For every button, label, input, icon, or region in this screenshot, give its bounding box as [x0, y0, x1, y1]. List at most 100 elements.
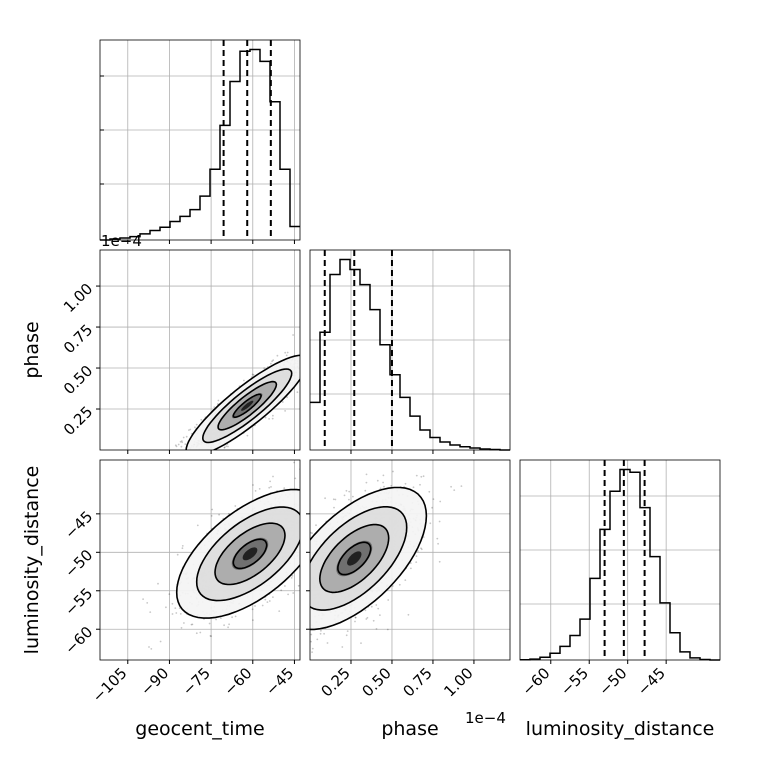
sample-point: [284, 587, 286, 589]
sample-point: [285, 619, 287, 621]
sample-point: [315, 524, 317, 527]
sample-point: [264, 598, 267, 601]
sample-point: [307, 557, 309, 559]
sample-point: [268, 625, 270, 627]
sample-point: [202, 452, 204, 454]
sample-point: [300, 508, 302, 510]
contour-line-0: [232, 393, 262, 418]
hist-panel-phase: [309, 249, 511, 451]
sample-point: [280, 589, 283, 592]
sample-point: [267, 641, 269, 643]
sample-point: [345, 634, 348, 637]
sample-point: [185, 435, 188, 438]
sample-point: [252, 374, 255, 376]
sample-point: [372, 619, 375, 622]
joint-content-geocent_time-phase: [160, 334, 337, 484]
sample-point: [146, 602, 149, 604]
sample-point: [319, 632, 322, 635]
sample-point: [252, 619, 254, 621]
sample-point: [288, 643, 290, 645]
histogram-luminosity_distance: [520, 468, 720, 661]
sample-point: [306, 595, 308, 597]
sample-point: [336, 499, 338, 501]
sample-point: [331, 503, 333, 505]
sample-point: [268, 600, 271, 602]
sample-point: [390, 485, 393, 487]
sample-point: [323, 357, 325, 359]
sample-point: [183, 455, 185, 457]
sample-point: [386, 628, 389, 631]
sample-point: [189, 467, 191, 469]
sample-point: [304, 553, 306, 555]
sample-point: [375, 604, 378, 606]
sample-point: [306, 633, 308, 635]
sample-point: [285, 354, 288, 357]
sample-point: [305, 362, 307, 364]
sample-point: [307, 599, 309, 601]
sample-point: [175, 445, 178, 448]
y-tick-label-luminosity_distance-3: −45: [61, 507, 96, 542]
sample-point: [274, 646, 276, 648]
sample-point: [188, 452, 190, 454]
sample-point: [335, 336, 337, 338]
sample-point: [310, 633, 313, 636]
contour-line-3: [185, 354, 300, 450]
sample-point: [329, 499, 331, 501]
sample-point: [306, 603, 308, 605]
sample-point: [198, 451, 200, 453]
sample-point: [366, 616, 369, 619]
sample-point: [261, 604, 264, 607]
sample-point: [303, 512, 305, 514]
sample-point: [382, 481, 384, 484]
sample-point: [314, 511, 316, 513]
sample-point: [174, 444, 177, 447]
sample-point: [160, 465, 162, 467]
histogram-geocent_time: [100, 48, 300, 241]
sample-point: [203, 482, 205, 484]
sample-point: [438, 560, 441, 563]
sample-point: [263, 367, 266, 369]
frame-luminosity_distance: [519, 459, 721, 661]
sample-point: [302, 497, 304, 499]
joint-content-phase-luminosity_distance: [267, 470, 463, 653]
sample-point: [271, 620, 273, 622]
sample-point: [165, 606, 167, 609]
y-tick-label-phase-2: 0.75: [60, 321, 96, 357]
sample-point: [268, 486, 271, 489]
sample-point: [293, 461, 295, 464]
sample-point: [284, 585, 286, 587]
sample-point: [179, 456, 181, 458]
sample-point: [177, 464, 179, 466]
sample-point: [365, 618, 368, 620]
x-tick-label-luminosity_distance-2: −50: [595, 664, 630, 699]
sample-point: [305, 510, 307, 512]
sample-point: [194, 426, 196, 429]
sample-point: [171, 602, 174, 605]
sample-point: [294, 477, 297, 480]
sample-point: [305, 538, 307, 540]
sample-point: [201, 457, 203, 459]
x-tick-label-phase-1: 0.50: [358, 664, 394, 700]
sample-point: [210, 515, 213, 517]
sample-point: [307, 572, 309, 574]
sample-point: [269, 480, 271, 483]
sample-point: [307, 588, 309, 590]
sample-point: [387, 599, 390, 601]
sample-point: [333, 506, 335, 509]
sample-point: [272, 475, 274, 478]
hist-panel-geocent_time: [99, 39, 301, 241]
sample-point: [292, 610, 294, 612]
sample-point: [227, 626, 230, 629]
contour-line-1: [214, 522, 286, 586]
sample-point: [419, 483, 421, 486]
sample-point: [211, 508, 214, 511]
sample-point: [198, 467, 200, 469]
sample-point: [223, 446, 226, 449]
sample-point: [376, 479, 379, 482]
sample-point: [216, 403, 219, 405]
sample-point: [292, 592, 295, 594]
sample-point: [327, 348, 329, 350]
sample-point: [148, 646, 150, 648]
sample-point: [307, 601, 309, 603]
sample-point: [183, 622, 185, 624]
